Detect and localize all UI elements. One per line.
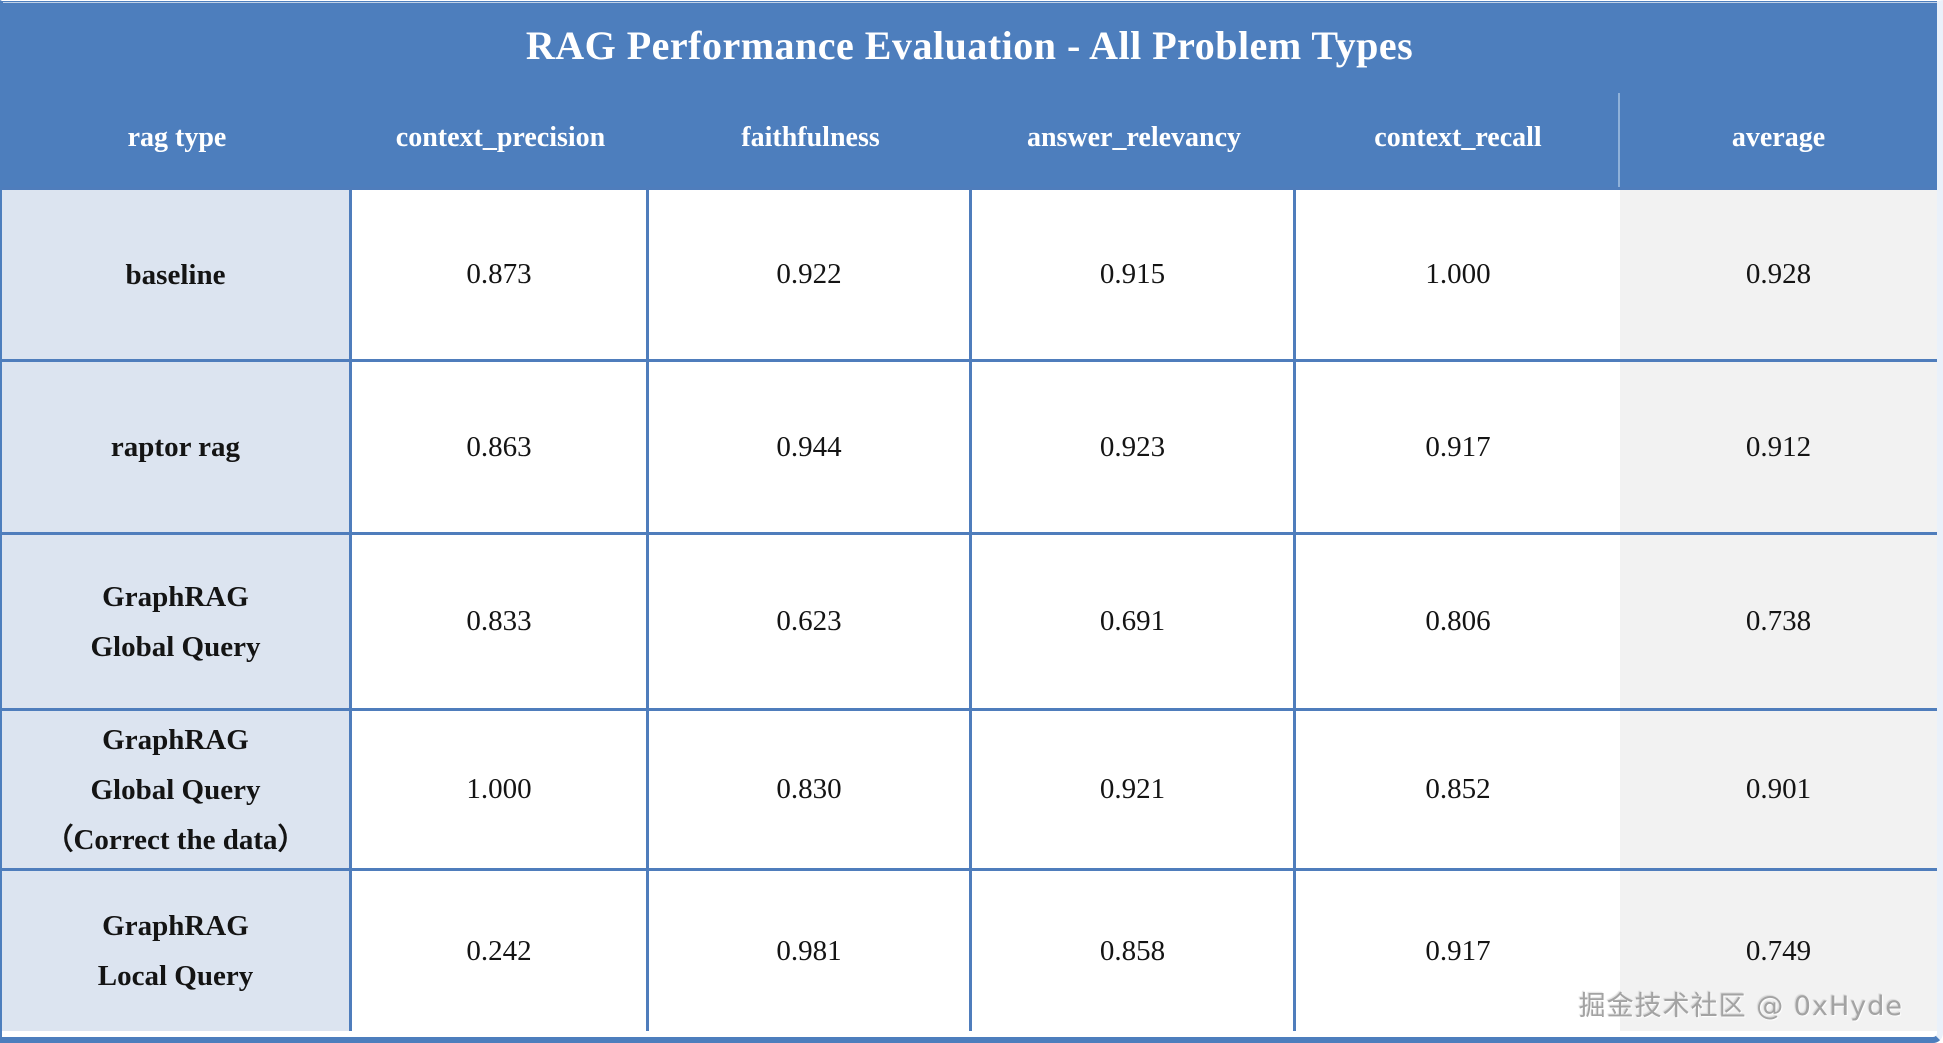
answer-relevancy-value-cell: 0.921: [972, 711, 1296, 868]
table-row: baseline 0.873 0.922 0.915 1.000 0.928: [2, 187, 1937, 359]
average-value-cell: 0.749: [1620, 871, 1937, 1031]
context-recall-value-cell: 1.000: [1296, 190, 1620, 359]
faithfulness-value-cell: 0.922: [649, 190, 972, 359]
rag-type-line: Global Query: [90, 630, 261, 663]
faithfulness-value-cell: 0.830: [649, 711, 972, 868]
average-value-cell: 0.738: [1620, 535, 1937, 708]
context-recall-value-cell: 0.917: [1296, 871, 1620, 1031]
table-body: baseline 0.873 0.922 0.915 1.000 0.928 r…: [2, 187, 1937, 1031]
rag-type-cell: GraphRAG Global Query: [2, 535, 352, 708]
column-header-context-recall: context_recall: [1374, 122, 1542, 153]
rag-type-line: GraphRAG: [102, 723, 249, 756]
column-header-faithfulness: faithfulness: [741, 122, 880, 153]
answer-relevancy-value-cell: 0.691: [972, 535, 1296, 708]
average-column-separator: [1618, 93, 1620, 187]
rag-type-line: baseline: [125, 258, 226, 291]
context-recall-value-cell: 0.852: [1296, 711, 1620, 868]
context-recall-value-cell: 0.806: [1296, 535, 1620, 708]
faithfulness-value-cell: 0.623: [649, 535, 972, 708]
average-value-cell: 0.901: [1620, 711, 1937, 868]
faithfulness-value-cell: 0.981: [649, 871, 972, 1031]
rag-type-line: GraphRAG: [102, 580, 249, 613]
rag-type-cell: raptor rag: [2, 362, 352, 532]
rag-type-line: Global Query: [90, 773, 261, 806]
context-precision-value-cell: 1.000: [352, 711, 649, 868]
answer-relevancy-value-cell: 0.923: [972, 362, 1296, 532]
context-recall-value-cell: 0.917: [1296, 362, 1620, 532]
column-header-row: rag type context_precision faithfulness …: [2, 89, 1937, 187]
context-precision-value-cell: 0.833: [352, 535, 649, 708]
column-header-answer-relevancy: answer_relevancy: [1026, 122, 1242, 153]
rag-type-cell: GraphRAG Global Query （Correct the data）: [2, 711, 352, 868]
average-value-cell: 0.912: [1620, 362, 1937, 532]
rag-type-line: （Correct the data）: [44, 823, 307, 856]
table-header-band: RAG Performance Evaluation - All Problem…: [2, 1, 1937, 187]
answer-relevancy-value-cell: 0.858: [972, 871, 1296, 1031]
rag-type-line: raptor rag: [110, 431, 241, 463]
context-precision-value-cell: 0.242: [352, 871, 649, 1031]
context-precision-value-cell: 0.873: [352, 190, 649, 359]
context-precision-value-cell: 0.863: [352, 362, 649, 532]
column-header-rag-type: rag type: [127, 122, 227, 153]
average-value-cell: 0.928: [1620, 190, 1937, 359]
table-row: GraphRAG Global Query （Correct the data） 1…: [2, 708, 1937, 868]
table-row: GraphRAG Local Query 0.242 0.981 0.858 0.…: [2, 868, 1937, 1031]
header-top-hairline: [3, 2, 1937, 3]
table-row: raptor rag 0.863 0.944 0.923 0.917 0.912: [2, 359, 1937, 532]
watermark-text: 掘金技术社区 @ 0xHyde: [1578, 991, 1903, 1022]
column-header-average: average: [1731, 122, 1826, 153]
answer-relevancy-value-cell: 0.915: [972, 190, 1296, 359]
column-header-context-precision: context_precision: [395, 122, 606, 153]
rag-type-cell: baseline: [2, 190, 352, 359]
page-title: RAG Performance Evaluation - All Problem…: [525, 22, 1414, 68]
rag-type-line: GraphRAG: [102, 910, 249, 942]
rag-type-line: Local Query: [97, 960, 254, 992]
rag-type-cell: GraphRAG Local Query: [2, 871, 352, 1031]
faithfulness-value-cell: 0.944: [649, 362, 972, 532]
table-row: GraphRAG Global Query 0.833 0.623 0.691 0…: [2, 532, 1937, 708]
